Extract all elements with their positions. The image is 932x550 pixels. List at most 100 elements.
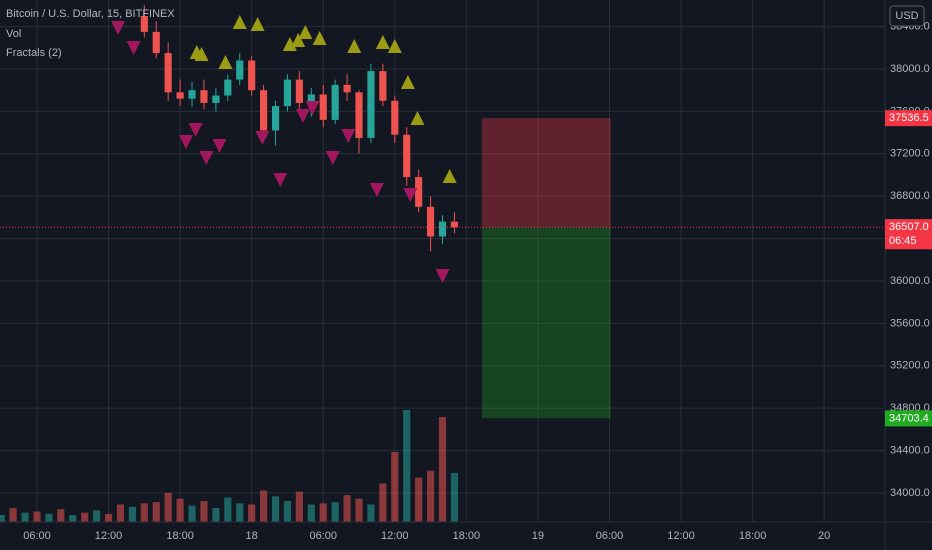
- y-tick-label: 35600.0: [890, 317, 930, 329]
- fractal-up: [250, 16, 265, 31]
- fractal-up: [400, 75, 415, 90]
- fractal-down: [188, 122, 203, 137]
- fractal-up: [375, 34, 390, 49]
- price-tag: [885, 110, 932, 127]
- fractal-up: [232, 15, 247, 30]
- price-tag: [885, 219, 932, 250]
- fractal-down: [255, 130, 270, 145]
- candle-body: [367, 71, 375, 138]
- x-tick-label: 18:00: [166, 530, 194, 542]
- x-tick-label: 18:00: [453, 530, 481, 542]
- volume-bar: [355, 498, 363, 522]
- countdown: 06:45: [889, 235, 917, 247]
- volume-bar: [379, 483, 387, 522]
- price-tag: [885, 410, 932, 427]
- candle-body: [403, 134, 411, 178]
- candle-body: [307, 94, 315, 103]
- volume-bar: [21, 512, 29, 522]
- fractal-up: [347, 38, 362, 53]
- fractal-up: [218, 55, 233, 70]
- candle-body: [415, 177, 423, 207]
- volume-bar: [33, 511, 41, 522]
- candle-body: [391, 100, 399, 135]
- fractal-up: [282, 36, 297, 51]
- candle-body: [212, 95, 220, 103]
- volume-bar: [176, 498, 184, 522]
- fractal-up: [410, 110, 425, 125]
- volume-bar: [271, 496, 280, 522]
- x-tick-label: 12:00: [95, 530, 123, 542]
- candle-body: [379, 71, 387, 101]
- volume-bar: [236, 503, 244, 522]
- fractal-down: [305, 101, 320, 116]
- volume-bar: [45, 513, 53, 522]
- candle-body: [271, 106, 280, 131]
- volume-bar: [93, 510, 101, 522]
- currency[interactable]: USD: [895, 10, 918, 22]
- fractal-down: [325, 151, 340, 166]
- candle-body: [176, 92, 184, 99]
- volume-bar: [391, 452, 399, 522]
- fractal-down: [111, 20, 126, 35]
- x-tick-label: 19: [532, 530, 544, 542]
- stop-zone: [481, 227, 611, 419]
- y-tick-label: 34400.0: [890, 444, 930, 456]
- price-tag-label: 36507.0: [889, 221, 929, 233]
- candle-body: [438, 221, 447, 237]
- volume-bar: [248, 504, 256, 522]
- x-tick-label: 18: [246, 530, 258, 542]
- candle-body: [331, 84, 339, 120]
- volume-bar: [81, 512, 89, 522]
- fractal-up: [312, 31, 327, 46]
- volume-bar: [69, 515, 77, 522]
- candle-body: [224, 79, 232, 96]
- candle-body: [188, 90, 196, 99]
- volume-bar: [116, 504, 125, 522]
- x-tick-label: 18:00: [739, 530, 767, 542]
- volume-bar: [57, 509, 65, 522]
- candle-body: [295, 79, 303, 103]
- fractal-up: [298, 25, 313, 40]
- y-tick-label: 34000.0: [890, 487, 930, 499]
- currency-box[interactable]: [889, 5, 925, 27]
- candle-body: [260, 90, 268, 131]
- x-tick-label: 12:00: [667, 530, 695, 542]
- fractal-down: [295, 108, 310, 123]
- indicator-label: Fractals (2): [6, 47, 62, 59]
- fractal-down: [403, 188, 418, 203]
- candle-body: [248, 60, 256, 91]
- candle-body: [152, 31, 160, 54]
- volume-bar: [104, 513, 113, 522]
- volume-bar: [403, 410, 411, 522]
- fractal-down: [199, 151, 214, 166]
- plot-area: [0, 5, 885, 522]
- volume-bar: [164, 492, 172, 522]
- candle-body: [450, 221, 459, 228]
- candle-body: [343, 84, 351, 93]
- fractal-up: [387, 38, 402, 53]
- fractal-up: [194, 46, 209, 61]
- candle-body: [200, 90, 208, 103]
- volume-bar: [140, 503, 148, 522]
- price-tag-label: 37536.5: [889, 112, 929, 124]
- fractal-up: [291, 32, 306, 47]
- volume-bar: [307, 504, 315, 522]
- volume-bar: [260, 490, 268, 522]
- x-tick-label: 06:00: [596, 530, 624, 542]
- volume-bar: [331, 502, 339, 522]
- fractal-down: [273, 172, 288, 187]
- fractal-down: [435, 268, 450, 283]
- x-tick-label: 12:00: [381, 530, 409, 542]
- candle-body: [140, 16, 148, 32]
- volume-bar: [295, 491, 303, 522]
- volume-bar: [0, 515, 5, 522]
- volume-bar: [367, 504, 375, 522]
- grid: [0, 0, 885, 522]
- candle-body: [283, 79, 292, 107]
- symbol-title: Bitcoin / U.S. Dollar, 15, BITFINEX: [6, 8, 175, 20]
- y-tick-label: 36000.0: [890, 275, 930, 287]
- volume-bar: [319, 503, 327, 522]
- volume-bar: [426, 470, 435, 522]
- x-tick-label: 06:00: [23, 530, 51, 542]
